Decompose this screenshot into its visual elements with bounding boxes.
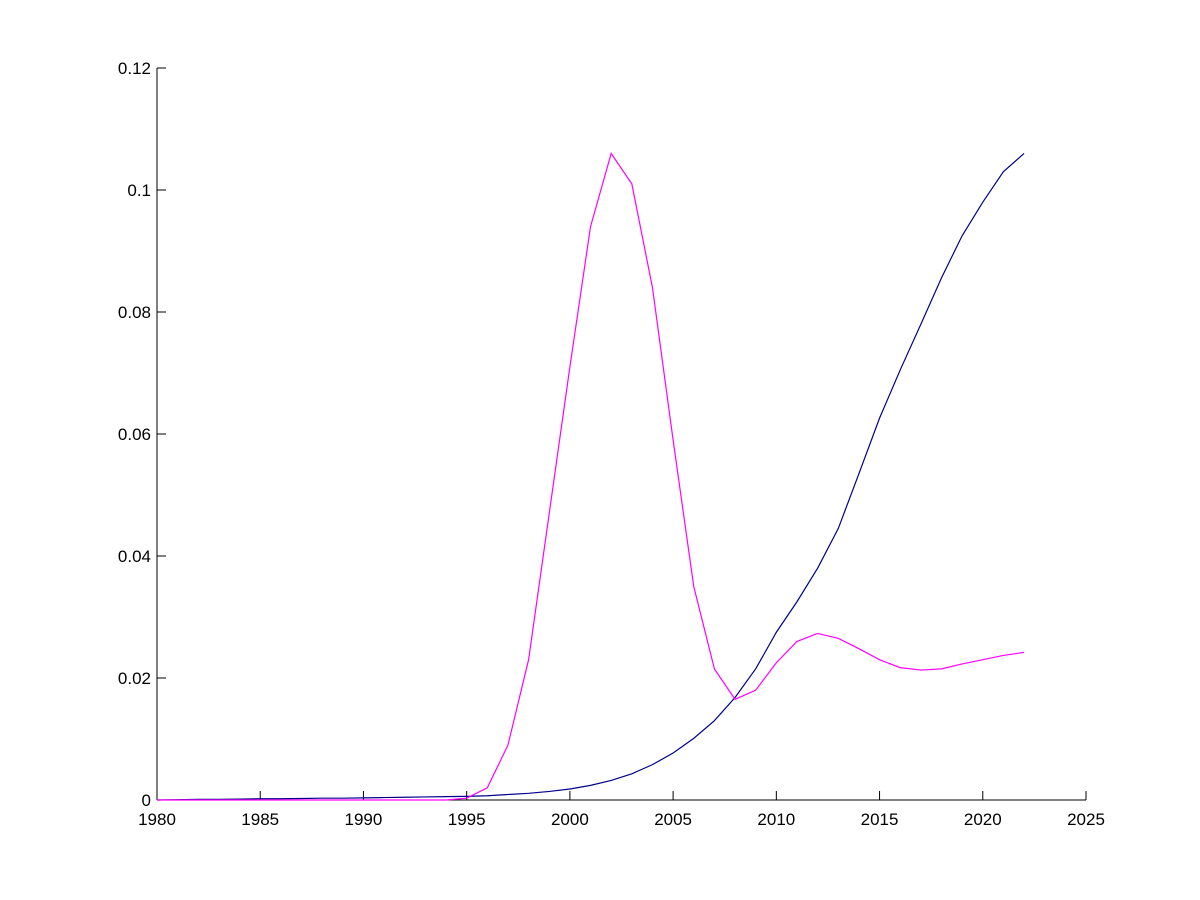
y-tick-label: 0.04 [118,547,151,566]
x-tick-label: 2010 [757,810,795,829]
x-tick-label: 1985 [241,810,279,829]
x-tick-label: 1995 [448,810,486,829]
x-tick-label: 1990 [345,810,383,829]
y-tick-label: 0.08 [118,303,151,322]
y-tick-label: 0 [142,791,151,810]
series-line [156,152,1025,801]
y-tick-label: 0.06 [118,425,151,444]
x-tick-label: 2005 [654,810,692,829]
series-line [157,151,1025,801]
x-tick-label: 2020 [964,810,1002,829]
x-tick-label: 1980 [138,810,176,829]
x-tick-label: 2015 [861,810,899,829]
y-tick-label: 0.12 [118,59,151,78]
y-tick-label: 0.02 [118,669,151,688]
y-tick-label: 0.1 [127,181,151,200]
x-tick-label: 2025 [1067,810,1105,829]
x-tick-label: 2000 [551,810,589,829]
